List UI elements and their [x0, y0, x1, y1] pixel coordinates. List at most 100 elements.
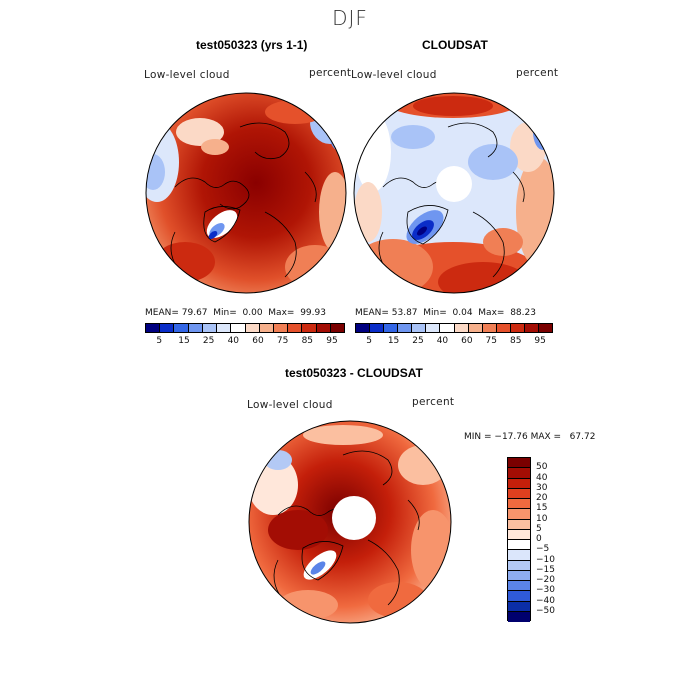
colorbar-cell	[231, 324, 246, 332]
panel2-title: CLOUDSAT	[422, 38, 488, 52]
colorbar-cell	[508, 570, 530, 581]
colorbar-tick-label: 85	[301, 336, 314, 346]
colorbar-cell	[454, 324, 469, 332]
panel2-min-prefix: Min=	[423, 308, 447, 318]
colorbar-tick-label: 95	[326, 336, 338, 346]
colorbar-cell	[508, 540, 530, 551]
panel2-mean-prefix: MEAN=	[355, 308, 389, 318]
colorbar-tick-label: 5	[536, 523, 542, 534]
colorbar-tick-label: 95	[534, 336, 546, 346]
panel1-stats: MEAN= 79.67 Min= 0.00 Max= 99.93	[145, 308, 326, 318]
colorbar-tick-label: 15	[536, 503, 548, 514]
panel2-stats: MEAN= 53.87 Min= 0.04 Max= 88.23	[355, 308, 536, 318]
colorbar-tick-label: 60	[252, 336, 264, 346]
panel2-variable-label: Low-level cloud	[351, 69, 437, 81]
colorbar-cell	[259, 324, 274, 332]
colorbar-cell	[188, 324, 203, 332]
panel1-mean-prefix: MEAN=	[145, 308, 179, 318]
colorbar-cell	[412, 324, 427, 332]
panel1-variable-label: Low-level cloud	[144, 69, 230, 81]
colorbar-cell	[330, 324, 345, 332]
colorbar-tick-label: 10	[536, 513, 548, 524]
colorbar-tick-label: 25	[202, 336, 215, 346]
colorbar-cell	[146, 324, 161, 332]
colorbar-cell	[245, 324, 260, 332]
colorbar-cell	[508, 550, 530, 561]
colorbar-cell	[508, 519, 530, 530]
colorbar-tick-label: 15	[387, 336, 400, 346]
colorbar-tick-label: −50	[536, 605, 555, 616]
panel2-min-value: 0.04	[452, 308, 473, 318]
colorbar-cell	[398, 324, 413, 332]
panel3-colorbar	[507, 457, 531, 622]
colorbar-cell	[524, 324, 540, 332]
colorbar-tick-label: −20	[536, 575, 555, 585]
colorbar-cell	[508, 509, 530, 520]
colorbar-cell	[508, 601, 530, 612]
colorbar-cell	[508, 611, 530, 622]
panel2-max-prefix: Max=	[478, 308, 505, 318]
colorbar-cell	[302, 324, 317, 332]
panel2-mean-value: 53.87	[391, 308, 418, 318]
panel3-variable-label: Low-level cloud	[247, 399, 333, 411]
colorbar-cell	[508, 591, 530, 602]
colorbar-cell	[508, 488, 530, 499]
panel2-units-label: percent	[516, 67, 559, 79]
colorbar-tick-label: 40	[436, 336, 449, 346]
colorbar-cell	[288, 324, 303, 332]
colorbar-cell	[426, 324, 441, 332]
colorbar-cell	[316, 324, 331, 332]
colorbar-tick-label: −10	[536, 554, 555, 565]
colorbar-tick-label: −40	[536, 595, 555, 606]
colorbar-cell	[508, 581, 530, 592]
colorbar-cell	[440, 324, 455, 332]
colorbar-cell	[174, 324, 189, 332]
colorbar-cell	[508, 458, 530, 469]
panel1-mean-value: 79.67	[181, 308, 208, 318]
panel1-colorbar-ticks: 5 15 25 40 60 75 85 95	[145, 336, 345, 348]
colorbar-cell	[539, 324, 553, 332]
colorbar-tick-label: 85	[509, 336, 522, 346]
colorbar-cell	[508, 560, 530, 571]
panel2-colorbar	[355, 323, 553, 333]
colorbar-tick-label: 75	[485, 336, 497, 346]
panel1-map	[145, 92, 347, 294]
colorbar-cell	[273, 324, 289, 332]
colorbar-tick-label: 5	[366, 336, 373, 346]
panel3-stats: MIN = −17.76 MAX = 67.72	[464, 432, 596, 442]
panel3-units-label: percent	[412, 396, 455, 408]
colorbar-tick-label: 40	[227, 336, 240, 346]
colorbar-cell	[384, 324, 399, 332]
colorbar-tick-label: 15	[178, 336, 190, 346]
colorbar-tick-label: −30	[536, 585, 555, 596]
colorbar-tick-label: 30	[536, 482, 548, 493]
panel2-max-value: 88.23	[510, 308, 536, 318]
colorbar-cell	[508, 478, 530, 489]
colorbar-tick-label: 0	[536, 534, 542, 544]
colorbar-tick-label: 40	[536, 472, 548, 483]
colorbar-cell	[217, 324, 232, 332]
colorbar-tick-label: 50	[536, 462, 548, 473]
panel1-max-prefix: Max=	[268, 308, 295, 318]
colorbar-cell	[508, 499, 530, 510]
panel2-map	[353, 92, 555, 294]
colorbar-cell	[160, 324, 175, 332]
colorbar-tick-label: −15	[536, 564, 555, 575]
panel1-units-label: percent	[309, 67, 352, 79]
colorbar-tick-label: 75	[276, 336, 289, 346]
colorbar-cell	[482, 324, 497, 332]
panel3-map	[248, 420, 452, 624]
colorbar-tick-label: 20	[536, 493, 548, 503]
panel1-max-value: 99.93	[300, 308, 326, 318]
panel1-colorbar	[145, 323, 345, 333]
colorbar-cell	[508, 468, 530, 479]
colorbar-cell	[356, 324, 371, 332]
colorbar-cell	[508, 529, 530, 540]
colorbar-cell	[370, 324, 385, 332]
colorbar-cell	[496, 324, 511, 332]
panel1-min-prefix: Min=	[213, 308, 237, 318]
colorbar-cell	[202, 324, 218, 332]
panel3-colorbar-ticks: 50 40 30 20 15 10 5 0 −5 −10 −15 −20 −30 −40 −50	[536, 457, 576, 621]
colorbar-tick-label: 60	[461, 336, 473, 346]
panel1-title: test050323 (yrs 1-1)	[196, 38, 308, 52]
